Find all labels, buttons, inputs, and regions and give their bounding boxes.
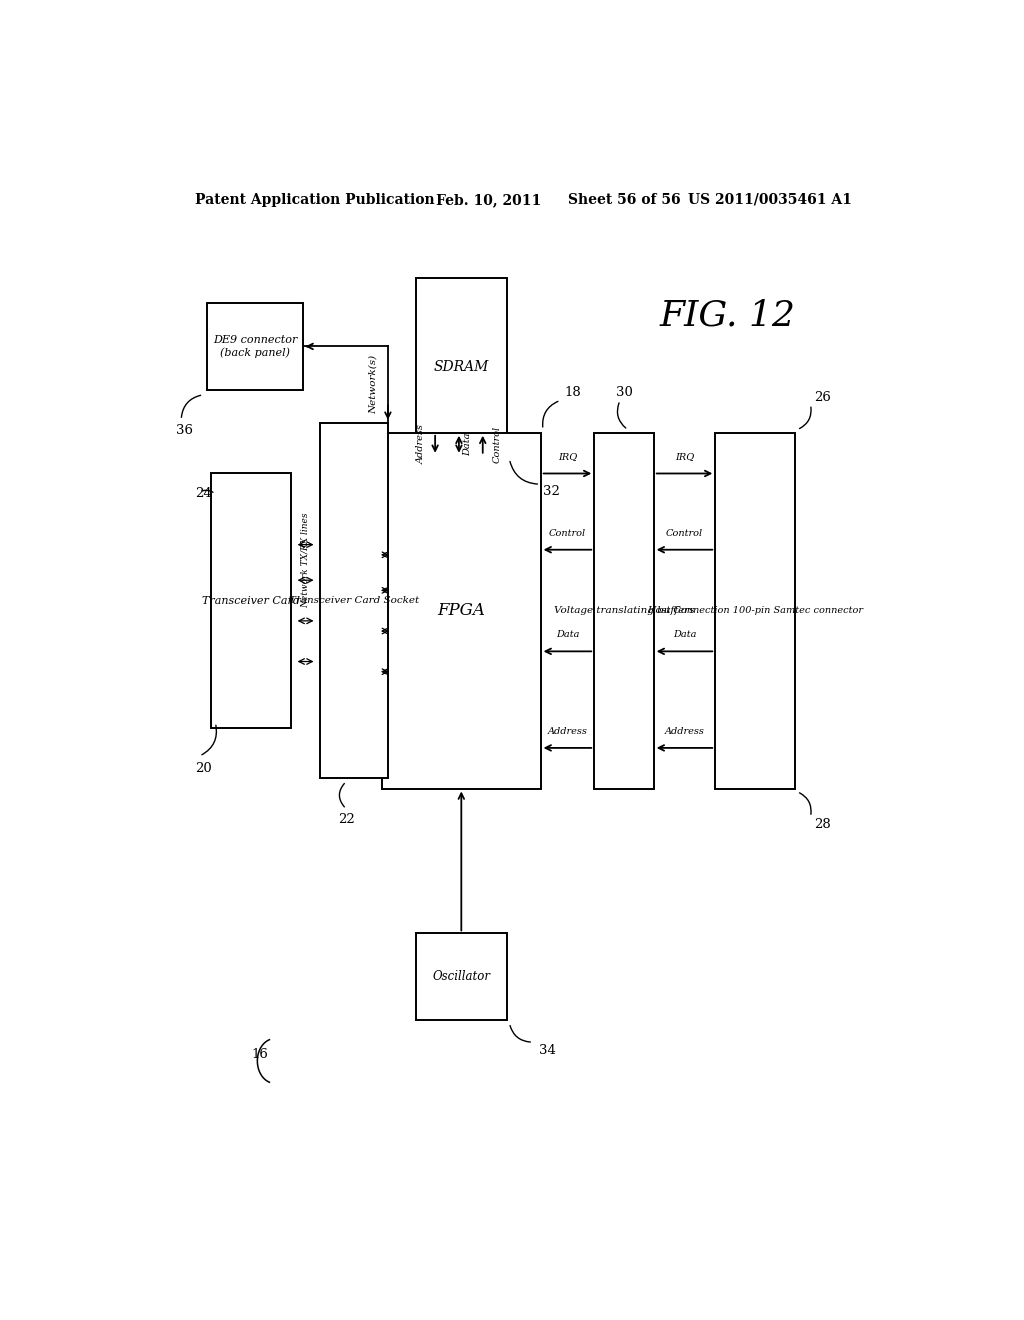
Bar	[382, 433, 541, 788]
Text: 24: 24	[196, 487, 212, 500]
Text: 34: 34	[539, 1044, 556, 1057]
Text: DE9 connector
(back panel): DE9 connector (back panel)	[213, 335, 297, 358]
Text: Data: Data	[673, 630, 696, 639]
Text: IRQ: IRQ	[675, 453, 694, 461]
Text: FPGA: FPGA	[437, 602, 485, 619]
Text: 26: 26	[814, 391, 831, 404]
Text: Data: Data	[556, 630, 580, 639]
Text: FIG. 12: FIG. 12	[659, 298, 796, 333]
Bar	[207, 304, 303, 389]
Bar	[594, 433, 653, 788]
Text: Oscillator: Oscillator	[432, 970, 490, 983]
Bar	[416, 933, 507, 1020]
Text: Sheet 56 of 56: Sheet 56 of 56	[568, 193, 681, 207]
Text: Address: Address	[548, 727, 588, 735]
Text: Transceiver Card: Transceiver Card	[202, 595, 300, 606]
Text: 28: 28	[814, 817, 831, 830]
Text: Address: Address	[665, 727, 705, 735]
Text: US 2011/0035461 A1: US 2011/0035461 A1	[688, 193, 852, 207]
Bar	[321, 422, 388, 779]
Text: Data: Data	[463, 433, 472, 455]
Text: Voltage translating buffers: Voltage translating buffers	[554, 606, 694, 615]
Text: Patent Application Publication: Patent Application Publication	[196, 193, 435, 207]
Text: 20: 20	[196, 762, 212, 775]
Bar	[211, 474, 291, 727]
Bar	[715, 433, 795, 788]
Text: 30: 30	[616, 385, 633, 399]
Text: Feb. 10, 2011: Feb. 10, 2011	[436, 193, 541, 207]
Text: 16: 16	[251, 1048, 268, 1061]
Text: Network(s): Network(s)	[369, 355, 378, 414]
Text: Address: Address	[417, 424, 425, 465]
Text: IRQ: IRQ	[558, 453, 578, 461]
Text: 22: 22	[338, 813, 354, 825]
Text: 18: 18	[564, 385, 582, 399]
Bar	[416, 277, 507, 455]
Text: Network TX/RX lines: Network TX/RX lines	[301, 512, 310, 607]
Text: SDRAM: SDRAM	[433, 360, 489, 374]
Text: Control: Control	[493, 425, 502, 463]
Text: Transceiver Card Socket: Transceiver Card Socket	[289, 597, 419, 605]
Text: 32: 32	[543, 484, 559, 498]
Text: Control: Control	[549, 528, 586, 537]
Text: Control: Control	[666, 528, 703, 537]
Text: Host Connection 100-pin Samtec connector: Host Connection 100-pin Samtec connector	[647, 606, 863, 615]
Text: 36: 36	[176, 424, 193, 437]
